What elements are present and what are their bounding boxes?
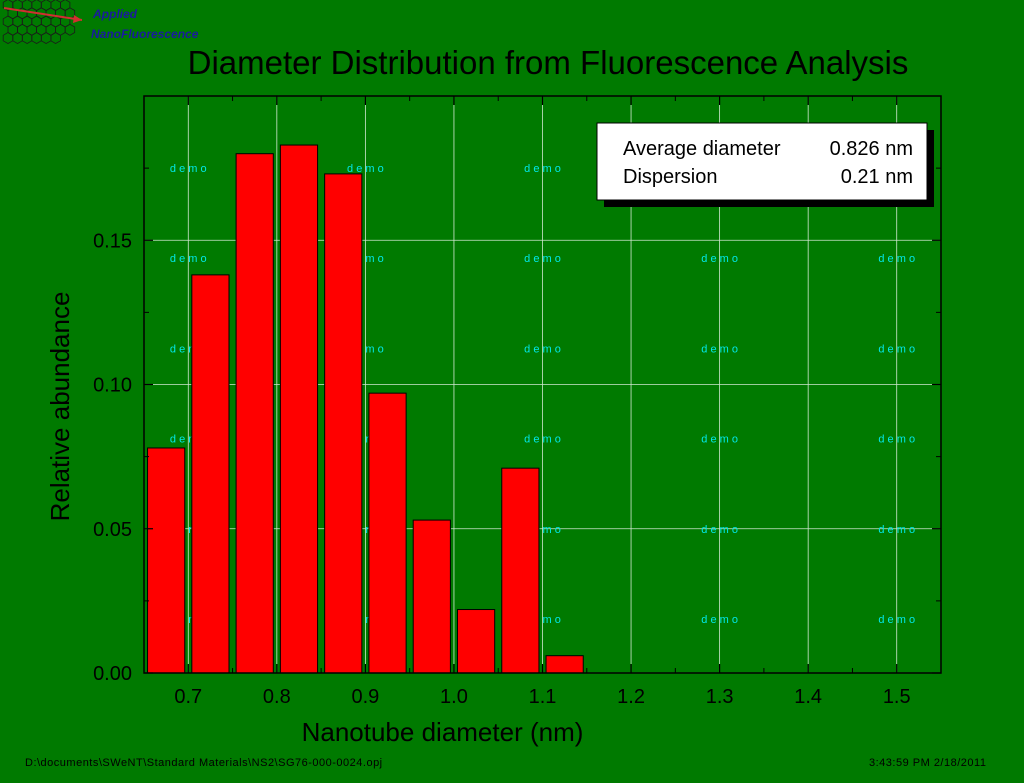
bar <box>279 144 319 674</box>
demo-watermark: d e m o <box>524 343 561 355</box>
x-tick-label: 1.3 <box>706 686 734 708</box>
bar <box>235 153 274 674</box>
demo-watermark: d e m o <box>524 433 561 445</box>
x-axis-label: Nanotube diameter (nm) <box>302 717 584 747</box>
x-tick-label: 1.2 <box>617 686 645 708</box>
hexagon-lattice-logo-icon <box>2 0 83 44</box>
y-tick-label: 0.15 <box>93 230 132 252</box>
demo-watermark: d e m o <box>524 253 561 265</box>
y-axis-label: Relative abundance <box>45 292 75 522</box>
demo-watermark: d e m o <box>524 163 561 175</box>
demo-watermark: d e m o <box>878 524 915 536</box>
y-tick-label: 0.10 <box>93 375 132 397</box>
annotation-label: Dispersion <box>623 166 717 188</box>
x-tick-label: 1.4 <box>794 686 822 708</box>
demo-watermark: d e m o <box>170 253 207 265</box>
footer-timestamp: 3:43:59 PM 2/18/2011 <box>869 757 987 769</box>
demo-watermark: d e m o <box>701 524 738 536</box>
bar <box>324 173 363 674</box>
logo-text-applied: Applied <box>93 7 137 21</box>
x-tick-label: 1.0 <box>440 686 468 708</box>
demo-watermark: d e m o <box>701 343 738 355</box>
x-tick-label: 1.1 <box>529 686 557 708</box>
demo-watermark: d e m o <box>878 343 915 355</box>
x-tick-label: 1.5 <box>883 686 911 708</box>
bar <box>412 519 451 674</box>
bar <box>147 447 186 674</box>
annotation-label: Average diameter <box>623 138 781 160</box>
bar <box>545 655 584 674</box>
bar <box>191 274 230 674</box>
demo-watermark: d e m o <box>347 163 384 175</box>
footer-file-path: D:\documents\SWeNT\Standard Materials\NS… <box>25 757 383 769</box>
bar <box>456 609 496 674</box>
annotation-value: 0.826 nm <box>830 138 913 160</box>
x-tick-label: 0.7 <box>174 686 202 708</box>
demo-watermark: d e m o <box>701 433 738 445</box>
y-tick-label: 0.00 <box>93 663 132 685</box>
demo-watermark: d e m o <box>701 614 738 626</box>
annotation-value: 0.21 nm <box>841 166 913 188</box>
y-tick-label: 0.05 <box>93 519 132 541</box>
x-tick-label: 0.8 <box>263 686 291 708</box>
demo-watermark: d e m o <box>170 163 207 175</box>
annotation-box <box>596 122 928 201</box>
bar <box>368 392 407 674</box>
x-tick-label: 0.9 <box>351 686 379 708</box>
bar <box>501 467 540 674</box>
demo-watermark: d e m o <box>878 253 915 265</box>
chart-title: Diameter Distribution from Fluorescence … <box>187 44 909 81</box>
logo-text-nanofluorescence: NanoFluorescence <box>91 27 199 41</box>
demo-watermark: d e m o <box>878 614 915 626</box>
demo-watermark: d e m o <box>701 253 738 265</box>
demo-watermark: d e m o <box>878 433 915 445</box>
